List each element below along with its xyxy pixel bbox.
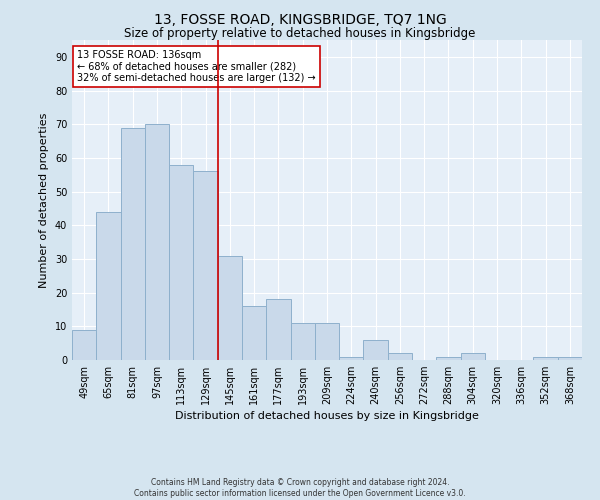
- Bar: [218, 256, 242, 360]
- Bar: [266, 300, 290, 360]
- Y-axis label: Number of detached properties: Number of detached properties: [39, 112, 49, 288]
- Bar: [72, 330, 96, 360]
- Bar: [242, 306, 266, 360]
- Bar: [533, 356, 558, 360]
- Bar: [315, 323, 339, 360]
- Text: 13, FOSSE ROAD, KINGSBRIDGE, TQ7 1NG: 13, FOSSE ROAD, KINGSBRIDGE, TQ7 1NG: [154, 12, 446, 26]
- X-axis label: Distribution of detached houses by size in Kingsbridge: Distribution of detached houses by size …: [175, 412, 479, 422]
- Bar: [290, 323, 315, 360]
- Bar: [388, 354, 412, 360]
- Bar: [558, 356, 582, 360]
- Text: Contains HM Land Registry data © Crown copyright and database right 2024.
Contai: Contains HM Land Registry data © Crown c…: [134, 478, 466, 498]
- Bar: [339, 356, 364, 360]
- Bar: [436, 356, 461, 360]
- Bar: [169, 164, 193, 360]
- Bar: [461, 354, 485, 360]
- Bar: [193, 172, 218, 360]
- Bar: [145, 124, 169, 360]
- Bar: [96, 212, 121, 360]
- Bar: [364, 340, 388, 360]
- Text: 13 FOSSE ROAD: 136sqm
← 68% of detached houses are smaller (282)
32% of semi-det: 13 FOSSE ROAD: 136sqm ← 68% of detached …: [77, 50, 316, 83]
- Text: Size of property relative to detached houses in Kingsbridge: Size of property relative to detached ho…: [124, 28, 476, 40]
- Bar: [121, 128, 145, 360]
